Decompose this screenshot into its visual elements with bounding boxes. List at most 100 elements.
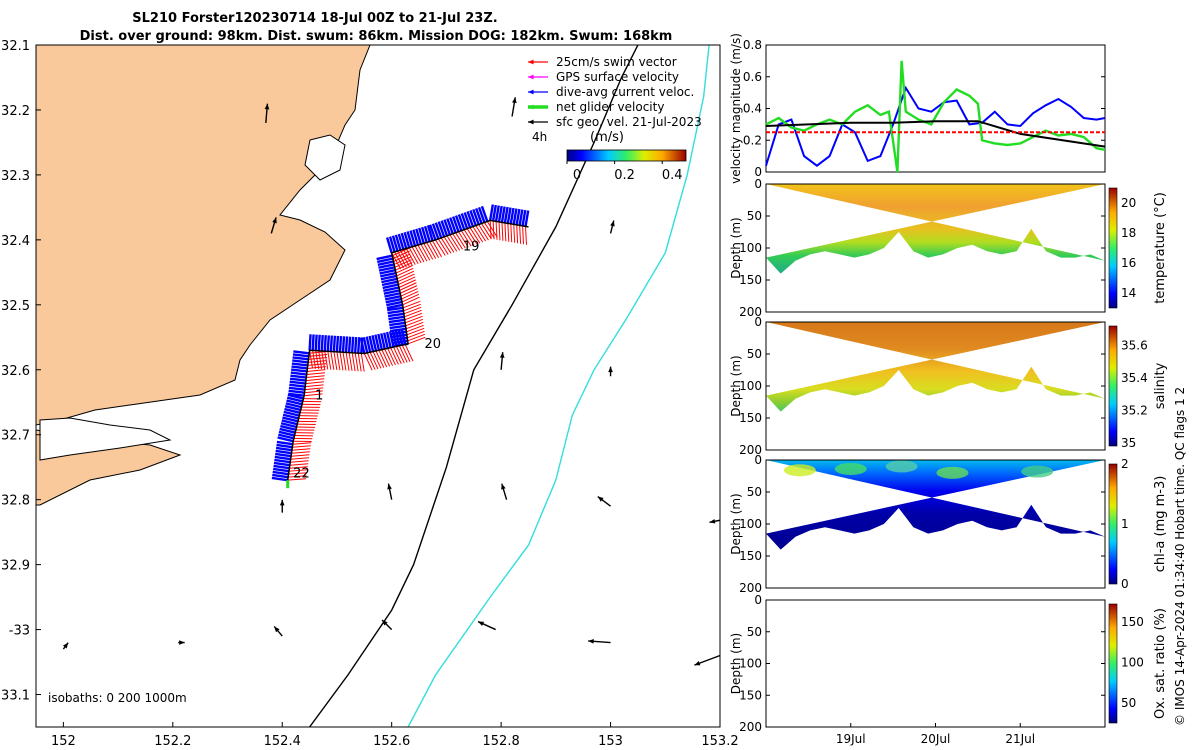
dive-avg-current-vector bbox=[332, 335, 337, 352]
dive-avg-current-vector bbox=[276, 440, 293, 446]
dive-avg-current-vector bbox=[389, 321, 406, 327]
swim-vector bbox=[291, 451, 310, 454]
sfc-geo-velocity-arrow bbox=[588, 639, 611, 644]
temperature-colorbar-tick-label: 14 bbox=[1121, 286, 1136, 300]
dive-avg-current-vector bbox=[275, 449, 292, 455]
oxygen-panel: 0 50 100 150 200 Depth (m) 50 100 150 Ox. sat. ra… bbox=[729, 593, 1168, 746]
chlorophyll-panel: 0 50 100 150 200 Depth (m) 0 1 2 chl-a (mg m-3) bbox=[729, 453, 1168, 595]
dive-avg-current-vector bbox=[449, 217, 457, 234]
dive-avg-current-vector bbox=[308, 334, 312, 351]
map-y-tick-label: -33 bbox=[9, 624, 30, 639]
speed-colorbar-tick-label: 0.4 bbox=[662, 168, 683, 183]
swim-vector bbox=[404, 312, 423, 321]
swim-vector bbox=[290, 457, 310, 460]
dive-avg-current-vector bbox=[472, 208, 480, 225]
velocity-y-label: velocity magnitude (m/s) bbox=[729, 33, 743, 184]
dive-avg-current-vector bbox=[500, 206, 506, 223]
swim-vector bbox=[375, 350, 385, 368]
legend-arrow bbox=[528, 119, 548, 125]
dive-avg-current-vector bbox=[506, 207, 512, 224]
swim-vector bbox=[404, 309, 422, 318]
dive-avg-current-vector bbox=[282, 413, 299, 420]
swim-vector bbox=[399, 285, 418, 294]
sfc-geo-velocity-arrow bbox=[477, 620, 496, 631]
dive-avg-current-vector bbox=[362, 336, 369, 354]
swim-vector bbox=[407, 330, 425, 339]
dive-avg-current-vector bbox=[311, 334, 315, 351]
track-label: 22 bbox=[293, 467, 310, 482]
swim-vector bbox=[360, 353, 365, 372]
dive-avg-current-vector bbox=[434, 222, 443, 239]
dive-avg-current-vector bbox=[285, 402, 302, 409]
dive-avg-current-vector bbox=[385, 237, 393, 254]
dive-avg-current-vector bbox=[518, 209, 524, 226]
dive-avg-current-vector bbox=[391, 235, 399, 252]
speed-colorbar bbox=[566, 149, 687, 162]
map-x-tick-label: 152.4 bbox=[264, 734, 301, 749]
dive-avg-current-vector bbox=[443, 219, 451, 236]
dive-avg-current-vector bbox=[388, 318, 405, 324]
swim-vector bbox=[324, 351, 329, 370]
dive-avg-current-vector bbox=[326, 335, 330, 352]
swim-vector bbox=[417, 244, 428, 262]
swim-vector bbox=[407, 333, 426, 342]
dive-avg-current-vector bbox=[377, 260, 394, 266]
time-x-tick-label: 21Jul bbox=[1005, 732, 1035, 746]
swim-vector bbox=[492, 220, 495, 240]
swim-vector bbox=[369, 352, 379, 370]
dive-avg-current-vector bbox=[273, 464, 290, 470]
swim-vector bbox=[398, 279, 416, 288]
swim-vector bbox=[411, 246, 422, 264]
sfc-geo-velocity-arrow bbox=[608, 366, 613, 377]
dive-avg-current-vector bbox=[278, 433, 295, 440]
dive-avg-current-vector bbox=[382, 283, 399, 290]
dive-avg-current-vector bbox=[359, 337, 366, 354]
isobaths-label: isobaths: 0 200 1000m bbox=[48, 691, 187, 705]
dive-avg-current-vector bbox=[317, 334, 321, 351]
dive-avg-current-vector bbox=[463, 212, 472, 228]
swim-vector bbox=[357, 353, 362, 372]
temperature-section-fill bbox=[766, 184, 1105, 274]
speed-colorbar-tick-label: 0 bbox=[573, 168, 581, 183]
dive-avg-current-vector bbox=[440, 220, 449, 237]
map-y-tick-label: 32.1 bbox=[1, 39, 30, 54]
swim-vector bbox=[363, 353, 373, 371]
chart-title-line2: Dist. over ground: 98km. Dist. swum: 86k… bbox=[80, 29, 673, 44]
dive-avg-current-vector bbox=[524, 210, 530, 227]
swim-vector bbox=[501, 222, 504, 241]
chlorophyll-section-fill bbox=[766, 460, 1105, 550]
swim-vector bbox=[401, 290, 419, 300]
sfc-geo-velocity-arrow bbox=[501, 483, 508, 500]
salinity-y-label: Depth (m) bbox=[729, 355, 743, 416]
swim-vector bbox=[304, 387, 324, 391]
dive-avg-current-vector bbox=[273, 461, 290, 467]
dive-avg-current-vector bbox=[341, 336, 346, 353]
dive-avg-current-vector bbox=[383, 332, 389, 349]
swim-vector bbox=[384, 348, 394, 366]
swim-vector bbox=[460, 230, 472, 247]
swim-vector bbox=[292, 445, 311, 448]
dive-avg-current-vector bbox=[480, 205, 489, 222]
track-label: 20 bbox=[425, 337, 442, 352]
swim-vector bbox=[405, 318, 424, 327]
dive-avg-current-vector bbox=[283, 410, 300, 417]
speed-colorbar-tick-label: 0.2 bbox=[614, 168, 635, 183]
swim-vector bbox=[525, 226, 527, 245]
temperature-y-tick-label: 100 bbox=[739, 241, 762, 255]
time-x-tick-label: 20Jul bbox=[921, 732, 951, 746]
dive-avg-current-vector bbox=[272, 473, 289, 479]
swim-vector bbox=[405, 321, 424, 330]
swim-vector bbox=[432, 240, 442, 258]
dive-avg-current-vector bbox=[289, 377, 307, 382]
swim-vector bbox=[429, 241, 440, 258]
swim-vector bbox=[455, 232, 466, 249]
estuary bbox=[39, 417, 172, 461]
velocity-y-tick-label: 0.8 bbox=[743, 38, 762, 52]
dive-avg-current-vector bbox=[385, 297, 402, 304]
oxygen-y-tick-label: 150 bbox=[739, 688, 762, 702]
dive-avg-current-vector bbox=[515, 208, 521, 226]
oxygen-colorbar-tick-label: 50 bbox=[1121, 696, 1136, 710]
salinity-section-fill bbox=[766, 322, 1105, 412]
dive-avg-current-vector bbox=[509, 207, 515, 225]
dive-avg-current-vector bbox=[287, 393, 304, 400]
